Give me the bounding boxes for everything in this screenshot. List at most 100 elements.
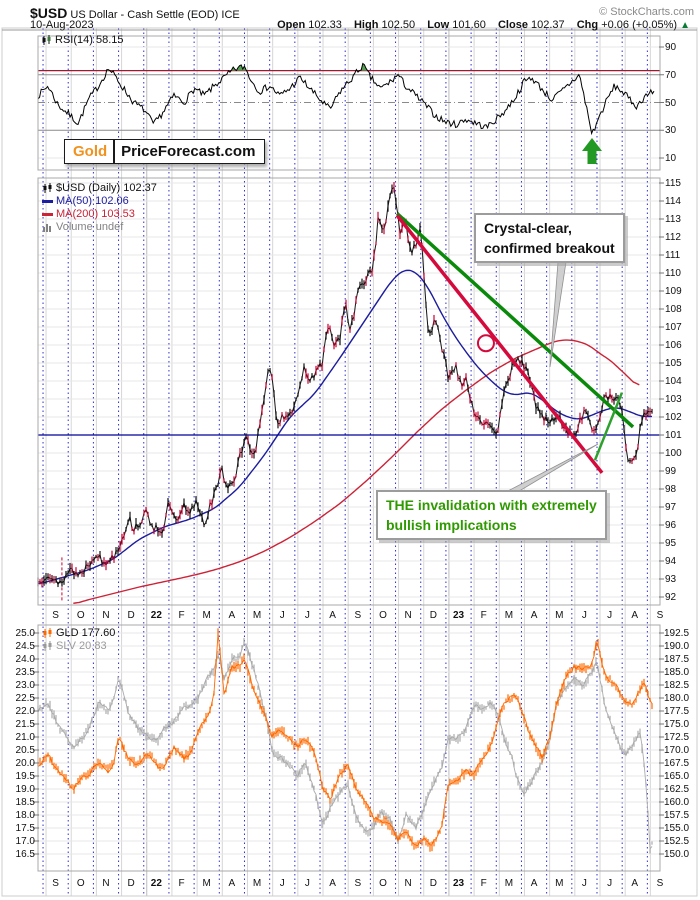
horizontal-gridlines — [38, 46, 660, 855]
volume-bars-icon — [43, 224, 51, 232]
bottom-panel-border — [37, 624, 661, 872]
gld-y-tick: 165.0 — [664, 771, 690, 782]
ma200-line — [73, 339, 640, 604]
rsi-legend-label: RSI(14) 58.15 — [55, 34, 124, 46]
bottom-month-label: J — [279, 878, 285, 889]
low-value: 101.60 — [452, 19, 486, 31]
month-label: F — [178, 610, 185, 621]
rsi-y-tick: 10 — [665, 153, 677, 164]
callout-pointer-invalidation — [503, 443, 599, 494]
price-y-tick: 96 — [665, 520, 677, 531]
main-legend-ma200: MA(200) 103.53 — [56, 208, 135, 220]
gld-y-tick: 150.0 — [664, 849, 690, 860]
bottom-month-label: N — [102, 878, 110, 889]
month-label: A — [631, 610, 639, 621]
outer-frame — [1, 27, 698, 897]
bottom-month-label: J — [581, 878, 587, 889]
rsi-legend: RSI(14) 58.15 — [41, 34, 123, 47]
bottom-month-label: N — [404, 878, 412, 889]
annotation-invalidation: THE invalidation with extremely bullish … — [376, 490, 607, 540]
bottom-month-label: S — [354, 878, 362, 889]
annotation-breakout-line1: Crystal-clear, — [484, 220, 572, 236]
main-legend: $USD (Daily) 102.37 MA(50) 102.06 MA(200… — [42, 182, 157, 234]
bottom-legend: GLD 177.60 SLV 20.83 — [42, 627, 115, 653]
open-label: Open — [277, 19, 306, 31]
slv-y-tick: 22.5 — [15, 693, 35, 704]
bottom-month-label: A — [329, 878, 336, 889]
symbol-label: $USD — [30, 5, 68, 21]
bottom-month-label: J — [304, 878, 310, 889]
gld-y-tick: 155.0 — [664, 823, 690, 834]
price-y-tick: 97 — [665, 502, 677, 513]
price-y-tick: 95 — [665, 538, 677, 549]
slv-y-tick: 22.0 — [15, 706, 35, 717]
price-y-tick: 112 — [665, 232, 681, 243]
bottom-month-label: F — [178, 878, 185, 889]
bottom-month-label: 23 — [452, 878, 465, 889]
axis-tick-marks — [33, 46, 664, 855]
trendlines — [395, 212, 635, 474]
logo-gold-text: Gold — [73, 143, 108, 160]
gld-y-tick: 180.0 — [664, 693, 690, 704]
slv-y-tick: 18.0 — [15, 810, 35, 821]
date-label: 10-Aug-2023 — [30, 19, 94, 31]
gld-y-tick: 167.5 — [664, 758, 690, 769]
month-label: M — [202, 610, 211, 621]
price-y-tick: 92 — [665, 592, 677, 603]
slv-y-tick: 20.5 — [15, 745, 35, 756]
month-label: N — [404, 610, 412, 621]
gld-y-tick: 162.5 — [664, 784, 690, 795]
gld-y-tick: 157.5 — [664, 810, 690, 821]
slv-y-tick: 19.0 — [15, 784, 35, 795]
main-legend-volume: Volume undef — [56, 221, 124, 233]
month-label: S — [354, 610, 362, 621]
up-triangle-icon: ▲ — [680, 20, 690, 31]
bottom-month-label: F — [480, 878, 487, 889]
price-y-tick: 115 — [665, 178, 681, 189]
slv-y-tick: 18.5 — [15, 797, 35, 808]
month-label: J — [279, 610, 285, 621]
slv-y-tick: 24.0 — [15, 654, 35, 665]
gld-y-tick: 172.5 — [664, 732, 690, 743]
month-label: J — [581, 610, 587, 621]
bottom-month-label: A — [228, 878, 236, 889]
close-value: 102.37 — [531, 19, 565, 31]
bottom-month-label: A — [530, 878, 538, 889]
goldpriceforecast-logo[interactable]: Gold PriceForecast.com — [64, 139, 266, 164]
low-label: Low — [427, 19, 450, 31]
month-label: A — [530, 610, 538, 621]
bottom-month-label: M — [555, 878, 564, 889]
month-label: N — [102, 610, 110, 621]
price-y-tick: 99 — [665, 466, 677, 477]
symbol-description: US Dollar - Cash Settle (EOD) ICE — [67, 9, 240, 21]
slv-y-tick: 23.5 — [15, 667, 35, 678]
month-label: D — [429, 610, 437, 621]
month-label: 23 — [452, 610, 465, 621]
rsi-y-tick: 70 — [665, 69, 677, 81]
price-y-tick: 113 — [665, 214, 681, 225]
slv-y-tick: 21.0 — [15, 732, 35, 743]
gld-y-tick: 187.5 — [664, 654, 690, 665]
green-up-arrow-icon — [582, 138, 602, 164]
month-label: O — [379, 610, 387, 621]
price-y-tick: 100 — [665, 448, 682, 459]
high-label: High — [353, 19, 379, 31]
price-y-tick: 107 — [665, 322, 682, 333]
gld-series — [37, 628, 653, 852]
price-y-tick: 94 — [665, 556, 677, 567]
candlestick-icon — [43, 183, 52, 193]
annotation-invalidation-line2: bullish implications — [386, 517, 517, 533]
price-y-tick: 108 — [665, 304, 682, 315]
main-legend-symbol: $USD (Daily) 102.37 — [56, 182, 157, 194]
rsi-y-tick: 90 — [665, 42, 677, 53]
gld-y-tick: 182.5 — [664, 680, 690, 691]
price-y-tick: 103 — [665, 394, 682, 405]
ma50-line-icon — [42, 200, 53, 203]
vertical-month-gridlines — [42, 28, 651, 896]
ma200-line-icon — [42, 213, 53, 216]
price-y-tick: 98 — [665, 484, 677, 495]
close-label: Close — [497, 19, 528, 31]
candlestick-icon — [42, 35, 51, 45]
month-label: M — [504, 610, 514, 621]
